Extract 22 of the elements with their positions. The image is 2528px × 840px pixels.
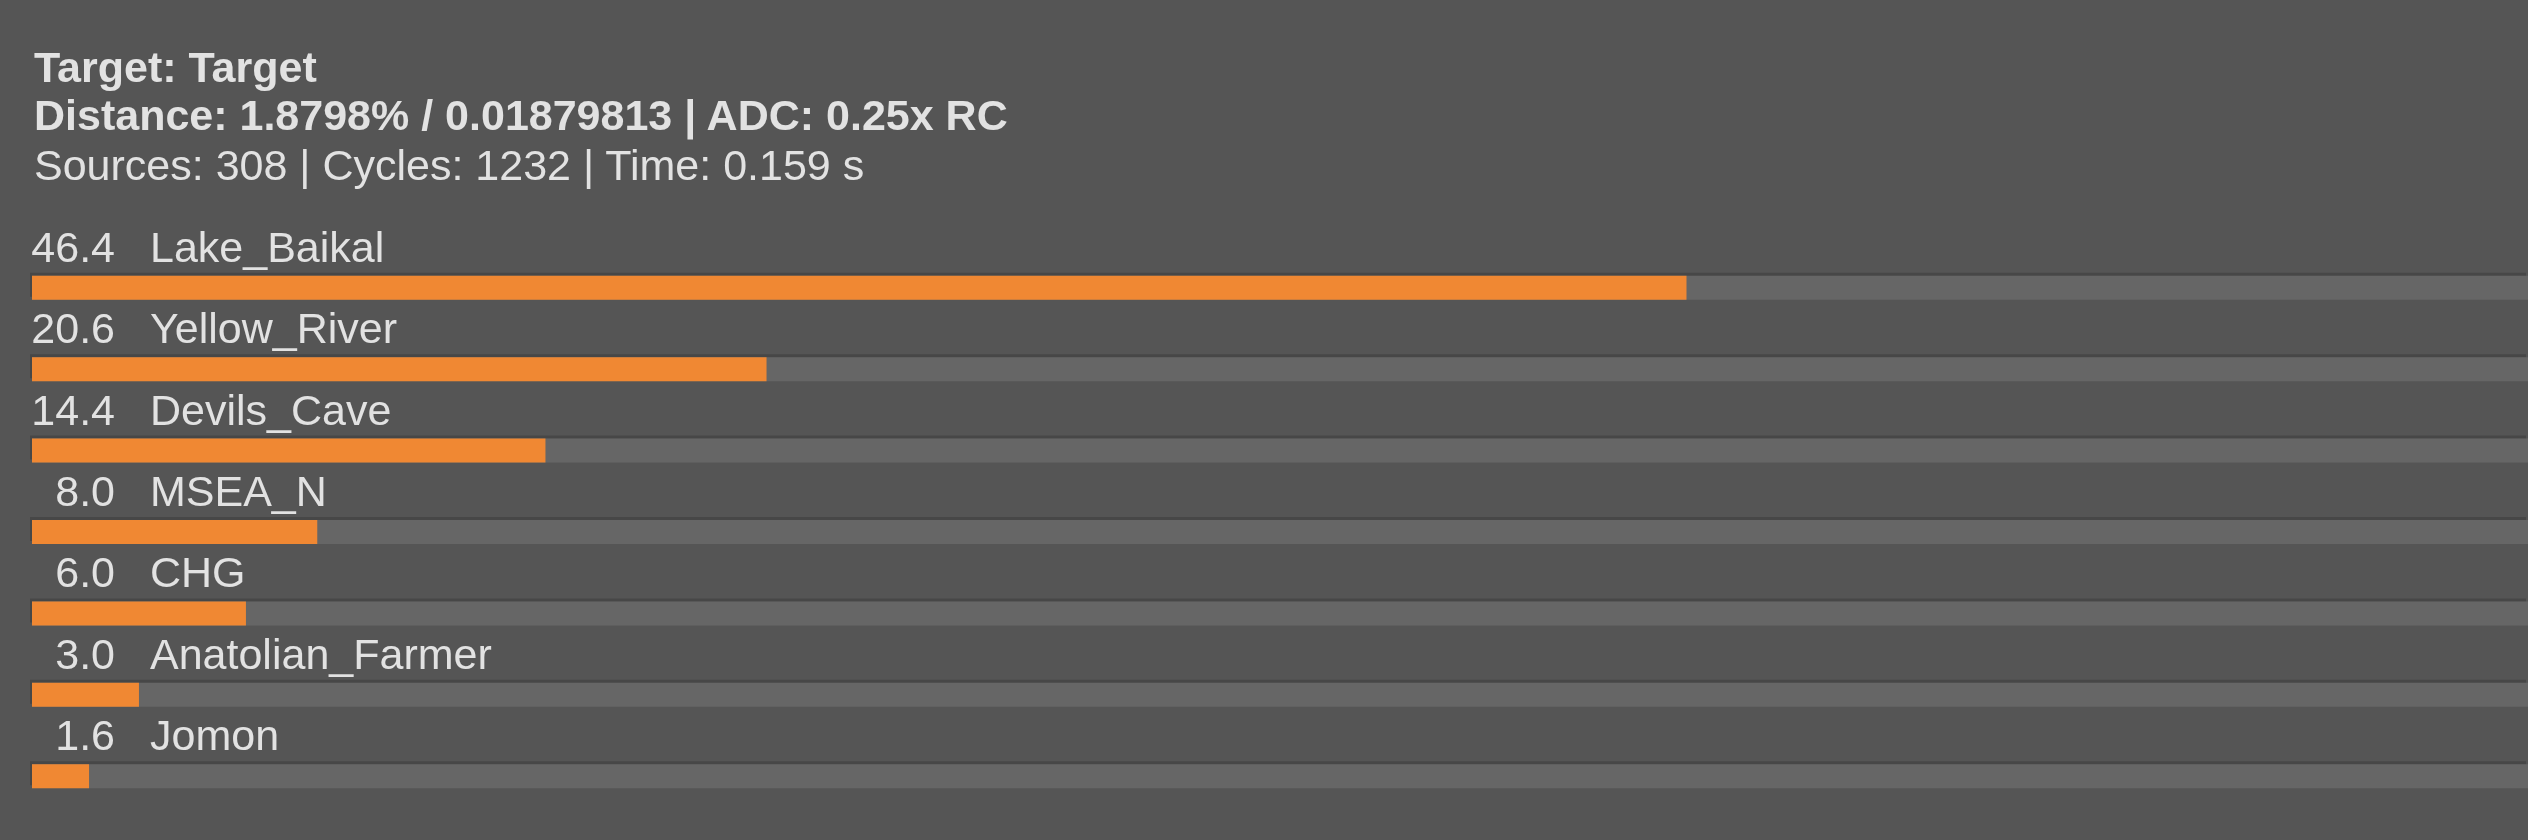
bar [32,438,546,463]
data-label: 6.0 [55,548,115,597]
data-label: 20.6 [31,304,115,353]
data-label: 14.4 [31,385,115,434]
y-tick-label: Lake_Baikal [150,222,385,271]
data-label: 46.4 [31,222,115,271]
y-tick-label: Devils_Cave [150,385,392,434]
data-label: 1.6 [55,711,115,760]
y-tick-label: Anatolian_Farmer [150,629,492,678]
chart-title: Target: Target [34,42,317,91]
bar [32,601,246,626]
chart-subtitle: Distance: 1.8798% / 0.01879813 | ADC: 0.25x RC [34,90,1008,140]
y-tick-label: MSEA_N [150,467,327,515]
data-label: 8.0 [55,467,115,515]
y-tick-label: CHG [150,548,246,597]
data-label: 3.0 [55,629,115,678]
y-tick-label: Jomon [150,711,280,760]
bar [32,520,318,544]
source-note: Sources: 308 | Cycles: 1232 | Time: 0.159 s [34,140,865,189]
bar [32,682,139,707]
y-tick-label: Yellow_River [150,304,397,353]
bar [32,764,90,789]
